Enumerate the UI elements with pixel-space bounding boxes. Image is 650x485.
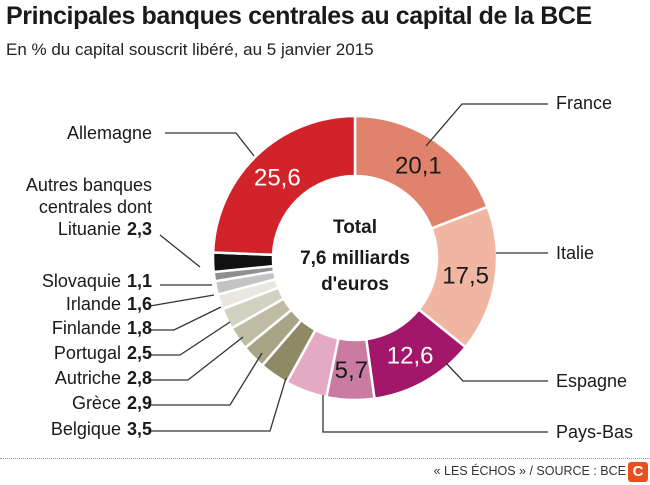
label-autres-line2: centrales dont <box>39 197 152 217</box>
slice-value-allemagne: 25,6 <box>254 164 301 191</box>
label-portugal: Portugal 2,5 <box>54 343 152 363</box>
slice-value-france: 20,1 <box>395 153 442 180</box>
label-autriche-value: 2,8 <box>127 368 152 388</box>
leader-line-autriche <box>148 336 244 381</box>
center-label-total: Total <box>333 217 377 238</box>
footer-divider <box>0 458 650 459</box>
label-slovaquie: Slovaquie 1,1 <box>42 271 152 291</box>
label-autres-line3: Lituanie 2,3 <box>58 219 152 239</box>
label-slovaquie-name: Slovaquie <box>42 271 121 291</box>
label-grece-name: Grèce <box>72 393 121 413</box>
label-autres-name: Lituanie <box>58 219 121 239</box>
label-belgique-value: 3,5 <box>127 419 152 439</box>
label-espagne: Espagne <box>556 371 627 391</box>
source-credit: « LES ÉCHOS » / SOURCE : BCE <box>433 464 626 478</box>
slice-value-espagne: 12,6 <box>387 342 434 369</box>
slice-value-pays-bas: 5,7 <box>335 357 368 384</box>
leader-line-autres <box>159 234 201 268</box>
donut-chart: 20,117,512,65,725,6 Total 7,6 milliards … <box>26 93 633 442</box>
chart-subtitle: En % du capital souscrit libéré, au 5 ja… <box>6 40 374 59</box>
leader-line-finlande <box>148 306 222 331</box>
leader-line-espagne <box>445 362 548 382</box>
label-paysbas: Pays-Bas <box>556 422 633 442</box>
label-finlande-value: 1,8 <box>127 318 152 338</box>
label-grece: Grèce 2,9 <box>72 393 152 413</box>
label-belgique-name: Belgique <box>51 419 121 439</box>
slice-allemagne <box>211 114 357 257</box>
label-grece-value: 2,9 <box>127 393 152 413</box>
label-italie: Italie <box>556 243 594 263</box>
label-autres-line1: Autres banques <box>26 175 152 195</box>
label-irlande-name: Irlande <box>66 294 121 314</box>
leader-line-france <box>425 103 548 147</box>
leader-line-portugal <box>148 321 231 356</box>
leader-lines <box>148 103 548 433</box>
les-echos-logo: C <box>628 462 648 482</box>
center-label-amount: 7,6 milliards <box>300 248 410 269</box>
donut-slices <box>211 114 499 402</box>
leader-line-paysbas <box>322 395 548 433</box>
label-irlande: Irlande 1,6 <box>66 294 152 314</box>
label-autriche-name: Autriche <box>55 368 121 388</box>
label-france: France <box>556 93 612 113</box>
label-autres-value: 2,3 <box>127 219 152 239</box>
label-irlande-value: 1,6 <box>127 294 152 314</box>
label-belgique: Belgique 3,5 <box>51 419 152 439</box>
label-finlande: Finlande 1,8 <box>52 318 152 338</box>
leader-line-belgique <box>148 377 287 432</box>
leader-line-grece <box>148 352 263 406</box>
center-label-unit: d'euros <box>321 274 389 295</box>
label-portugal-name: Portugal <box>54 343 121 363</box>
donut-slice-values: 20,1 17,5 12,6 5,7 25,6 <box>254 153 489 384</box>
label-slovaquie-value: 1,1 <box>127 271 152 291</box>
label-portugal-value: 2,5 <box>127 343 152 363</box>
label-finlande-name: Finlande <box>52 318 121 338</box>
leader-line-allemagne <box>165 132 255 157</box>
label-allemagne: Allemagne <box>67 123 152 143</box>
leader-line-irlande <box>149 294 215 307</box>
slice-value-italie: 17,5 <box>442 262 489 289</box>
chart-title: Principales banques centrales au capital… <box>6 2 592 30</box>
label-autriche: Autriche 2,8 <box>55 368 152 388</box>
